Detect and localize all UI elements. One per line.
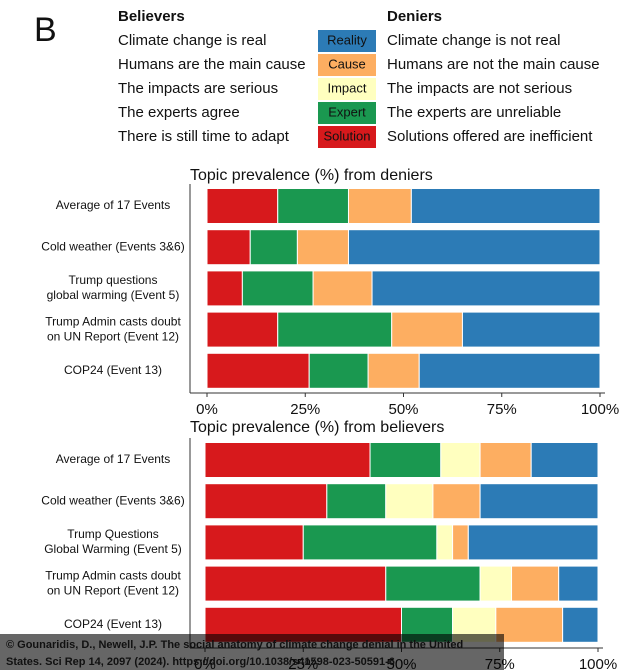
x-tick-label: 50% <box>388 401 418 418</box>
y-tick-label: Cold weather (Events 3&6) <box>41 239 184 253</box>
credit-text: States. Sci Rep 14, 2097 (2024). https:/… <box>6 656 395 668</box>
y-tick-label: Average of 17 Events <box>56 198 171 212</box>
bar-segment <box>206 270 243 307</box>
legend-swatch <box>318 102 376 124</box>
bar-segment <box>347 188 412 224</box>
bar-segment <box>249 229 298 266</box>
believers-title: Believers <box>118 8 185 25</box>
legend-topic: Expert <box>328 104 366 119</box>
bar-segment <box>495 606 564 643</box>
bar-segment <box>461 311 601 348</box>
bar-segment <box>530 442 599 478</box>
bar-segment <box>371 270 601 307</box>
legend-swatch <box>318 126 376 148</box>
bar-segment <box>418 352 601 389</box>
chart-title: Topic prevalence (%) from believers <box>190 419 444 436</box>
bar-segment <box>436 524 454 561</box>
bar-segment <box>206 188 279 224</box>
bar-segment <box>467 524 599 561</box>
legend-swatch <box>318 54 376 76</box>
legend-swatch <box>318 30 376 52</box>
x-tick-label: 25% <box>290 401 320 418</box>
bar-segment <box>562 606 599 643</box>
y-tick-label: global warming (Event 5) <box>47 288 180 302</box>
bar-segment <box>452 524 469 561</box>
legend-topic: Reality <box>327 32 367 47</box>
believer-statement: Climate change is real <box>118 32 266 49</box>
bar-segment <box>312 270 373 307</box>
bar-segment <box>206 311 279 348</box>
x-tick-label: 100% <box>581 401 619 418</box>
bar-segment <box>241 270 314 307</box>
x-tick-label: 0% <box>196 401 218 418</box>
y-tick-label: COP24 (Event 13) <box>64 617 162 631</box>
y-tick-label: Cold weather (Events 3&6) <box>41 493 184 507</box>
y-tick-label: Trump questions <box>69 273 158 287</box>
bar-segment <box>369 442 442 478</box>
bar-segment <box>479 565 513 602</box>
bar-segment <box>391 311 463 348</box>
credit-text: © Gounaridis, D., Newell, J.P. The socia… <box>6 639 463 651</box>
denier-statement: Solutions offered are inefficient <box>387 128 593 145</box>
bar-segment <box>347 229 601 266</box>
bar-segment <box>367 352 420 389</box>
denier-statement: Climate change is not real <box>387 32 560 49</box>
y-tick-label: on UN Report (Event 12) <box>47 583 179 597</box>
x-tick-label: 100% <box>579 656 617 670</box>
deniers-title: Deniers <box>387 8 442 25</box>
bar-segment <box>204 442 371 478</box>
believer-statement: There is still time to adapt <box>118 128 290 145</box>
y-tick-label: Trump Admin casts doubt <box>45 314 181 328</box>
bar-segment <box>206 229 251 266</box>
believer-statement: The experts agree <box>118 104 240 121</box>
legend-topic: Solution <box>324 128 371 143</box>
x-tick-label: 75% <box>487 401 517 418</box>
bar-segment <box>410 188 601 224</box>
bar-segment <box>277 311 393 348</box>
y-tick-label: Trump Admin casts doubt <box>45 568 181 582</box>
believer-statement: The impacts are serious <box>118 80 278 97</box>
y-tick-label: Global Warming (Event 5) <box>44 542 182 556</box>
bar-segment <box>440 442 481 478</box>
bar-segment <box>511 565 560 602</box>
bar-segment <box>277 188 349 224</box>
y-tick-label: on UN Report (Event 12) <box>47 329 179 343</box>
bar-segment <box>385 483 434 520</box>
legend-swatch <box>318 78 376 100</box>
bar-segment <box>432 483 481 520</box>
y-tick-label: Average of 17 Events <box>56 452 171 466</box>
denier-statement: The impacts are not serious <box>387 80 572 97</box>
bar-segment <box>204 483 328 520</box>
bar-segment <box>385 565 481 602</box>
bar-segment <box>308 352 369 389</box>
bar-segment <box>558 565 599 602</box>
bar-segment <box>326 483 387 520</box>
panel-label: B <box>34 11 57 49</box>
denier-statement: Humans are not the main cause <box>387 56 600 73</box>
legend-topic: Impact <box>327 80 366 95</box>
y-tick-label: Trump Questions <box>67 527 159 541</box>
bar-segment <box>479 442 532 478</box>
denier-statement: The experts are unreliable <box>387 104 561 121</box>
bar-segment <box>204 565 387 602</box>
credit-background <box>0 634 504 670</box>
believer-statement: Humans are the main cause <box>118 56 306 73</box>
y-tick-label: COP24 (Event 13) <box>64 363 162 377</box>
chart-title: Topic prevalence (%) from deniers <box>190 167 433 184</box>
legend-topic: Cause <box>328 56 366 71</box>
bar-segment <box>302 524 438 561</box>
bar-segment <box>296 229 349 266</box>
bar-segment <box>479 483 599 520</box>
bar-segment <box>204 524 304 561</box>
bar-segment <box>206 352 310 389</box>
